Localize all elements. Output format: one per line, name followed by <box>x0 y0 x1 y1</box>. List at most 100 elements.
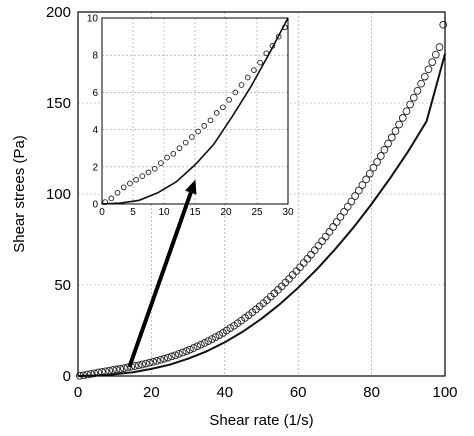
inset-data-point <box>151 165 158 172</box>
main-x-tick-label: 100 <box>432 384 457 401</box>
main-data-point <box>83 370 92 379</box>
main-data-point <box>336 213 345 221</box>
main-data-point <box>307 250 315 259</box>
main-data-point <box>369 163 378 172</box>
main-data-point <box>134 361 143 370</box>
main-data-point <box>211 333 220 341</box>
main-data-point <box>145 358 154 367</box>
main-data-point <box>329 223 337 231</box>
main-data-point <box>288 271 297 279</box>
inset-x-tick-label: 5 <box>130 207 136 218</box>
inset-data-point <box>133 176 139 183</box>
main-data-point <box>116 365 125 373</box>
main-data-point <box>318 237 326 245</box>
inset-data-point <box>108 195 115 202</box>
inset-plot-frame <box>101 17 289 205</box>
main-data-point <box>354 186 363 195</box>
main-x-tick-label: 20 <box>143 384 160 401</box>
main-data-point <box>171 351 180 360</box>
inset-x-tick-label: 0 <box>99 207 105 218</box>
main-data-point <box>299 259 308 267</box>
inset-data-point <box>201 123 208 129</box>
main-data-point <box>373 158 381 166</box>
main-data-point <box>189 344 198 352</box>
inset-data-point <box>176 145 183 152</box>
main-y-tick-label: 200 <box>46 4 71 21</box>
inset-data-point <box>182 139 189 146</box>
main-data-point <box>164 353 172 362</box>
inset-data-point <box>127 180 133 187</box>
main-data-point <box>208 335 216 343</box>
arrow-head <box>185 179 197 195</box>
main-data-point <box>439 20 448 29</box>
main-fit-curve <box>77 53 446 377</box>
main-data-point <box>365 169 374 178</box>
inset-x-tick-label: 15 <box>189 207 201 218</box>
main-data-point <box>409 93 418 102</box>
main-data-point <box>325 228 334 236</box>
main-data-point <box>292 267 301 276</box>
inset-data-point <box>145 169 152 176</box>
inset-data-point <box>158 160 164 166</box>
main-plot-data <box>75 20 448 380</box>
inset-data-point <box>257 59 263 66</box>
inset-x-tick-label: 20 <box>220 207 232 218</box>
inset-data-point <box>251 67 257 73</box>
main-data-point <box>347 197 356 206</box>
main-data-point <box>303 254 312 263</box>
main-data-point <box>413 86 422 95</box>
main-y-tick-label: 150 <box>46 95 71 112</box>
main-data-point <box>186 345 194 354</box>
main-x-tick-label: 40 <box>216 384 233 401</box>
main-data-point <box>90 369 99 378</box>
main-x-tick-label: 80 <box>363 384 380 401</box>
main-data-point <box>351 192 359 200</box>
main-y-tick-label: 0 <box>63 368 71 385</box>
main-x-tick-label: 0 <box>74 384 82 401</box>
main-data-point <box>182 347 191 355</box>
main-data-point <box>175 349 183 358</box>
main-data-point <box>160 354 169 363</box>
main-data-point <box>193 342 202 351</box>
main-data-point <box>402 107 411 116</box>
main-data-point <box>428 58 437 66</box>
main-data-point <box>120 364 128 373</box>
main-data-point <box>332 218 341 226</box>
inset-data-point <box>164 154 170 161</box>
main-data-point <box>142 359 150 368</box>
inset-data-point <box>238 82 245 88</box>
inset-data-point <box>139 173 146 179</box>
inset-data-point <box>207 117 214 124</box>
main-data-point <box>197 340 205 349</box>
main-data-point <box>314 241 323 250</box>
main-data-point <box>387 133 396 142</box>
main-data-point <box>398 114 407 122</box>
main-data-point <box>204 337 213 345</box>
inset-data-point <box>189 134 195 140</box>
main-data-point <box>417 79 425 88</box>
main-y-tick-label: 50 <box>54 277 71 294</box>
main-data-point <box>380 145 389 154</box>
inset-y-tick-label: 4 <box>92 125 98 136</box>
inset-data-point <box>120 184 127 191</box>
main-data-point <box>343 202 352 211</box>
main-data-point <box>435 43 444 51</box>
main-data-point <box>376 152 385 160</box>
main-data-point <box>153 357 161 365</box>
zoom-arrow <box>127 179 197 368</box>
main-data-point <box>178 348 187 357</box>
main-data-point <box>86 370 95 378</box>
main-data-point <box>424 65 433 74</box>
main-data-point <box>362 175 370 184</box>
inset-data-point <box>195 128 201 135</box>
inset-plot-data <box>101 17 289 205</box>
main-x-tick-label: 60 <box>290 384 307 401</box>
main-data-point <box>391 127 400 135</box>
main-data-point <box>395 120 403 129</box>
inset-y-tick-label: 8 <box>92 51 98 62</box>
main-data-point <box>296 263 304 272</box>
inset-x-tick-label: 30 <box>282 207 294 218</box>
main-data-point <box>431 50 440 59</box>
